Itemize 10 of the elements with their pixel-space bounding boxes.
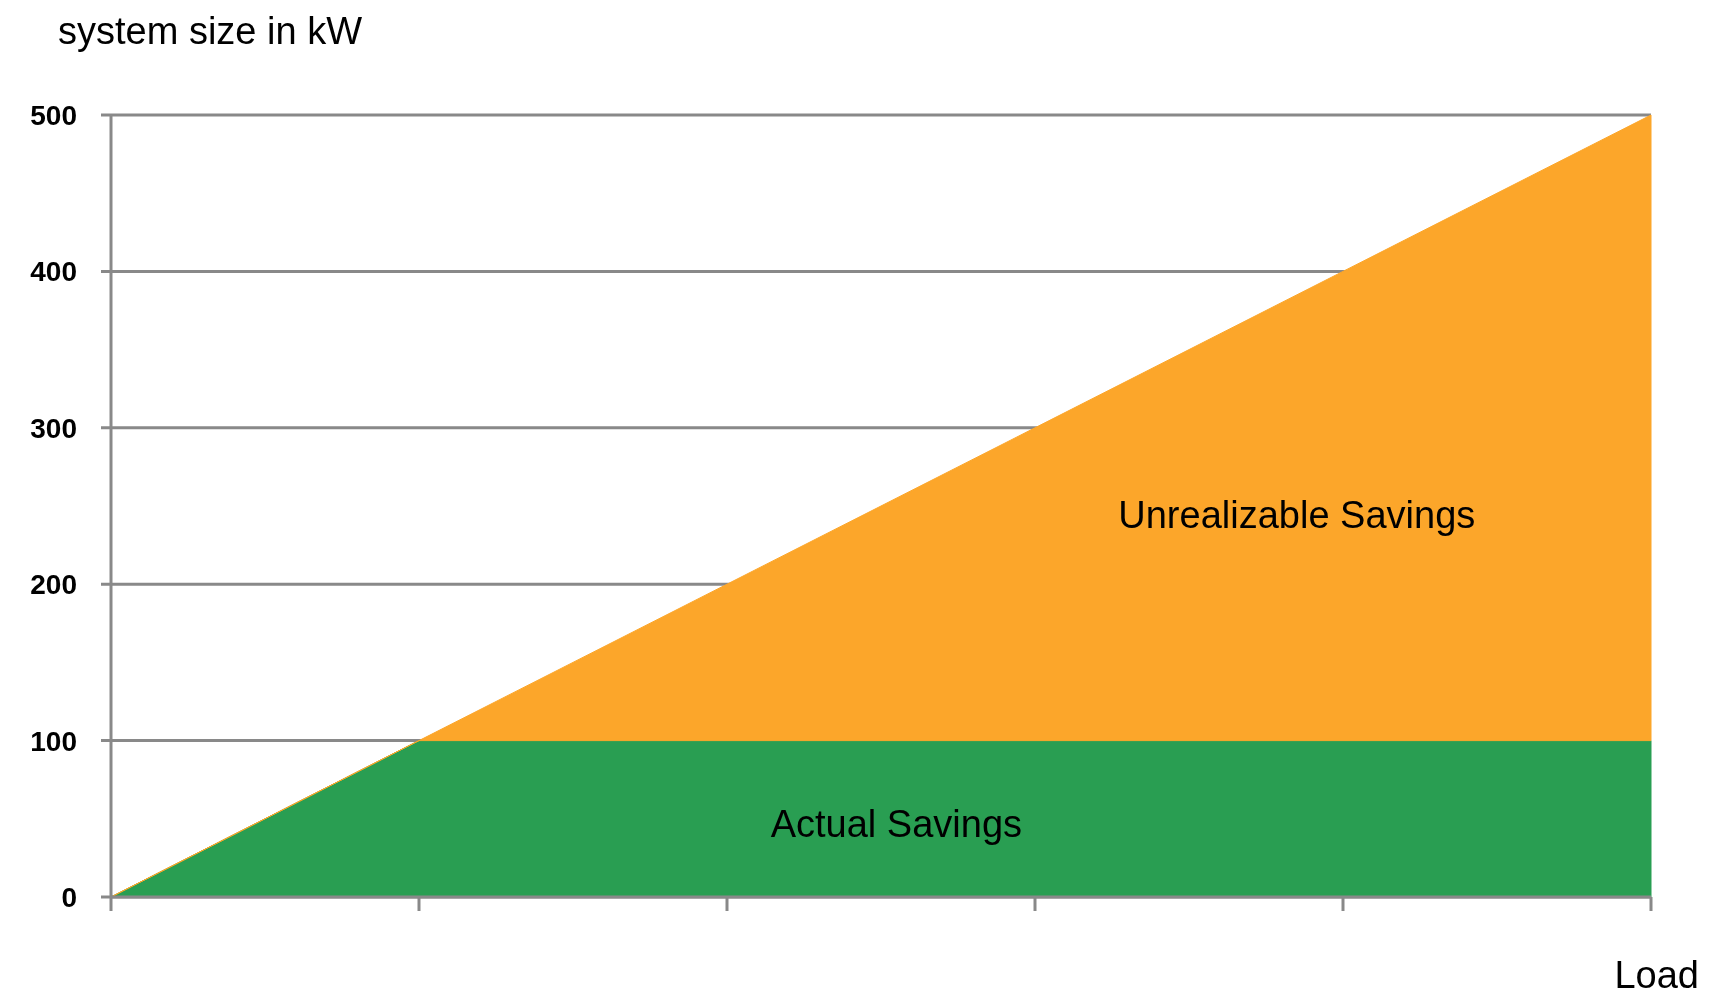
series-label: Actual Savings: [770, 802, 1023, 845]
series-label: Unrealizable Savings: [1118, 493, 1476, 536]
x-axis-title: Load: [1614, 954, 1699, 996]
y-tick-label: 400: [30, 256, 77, 288]
y-tick-label: 500: [30, 100, 77, 131]
y-tick-label: 300: [30, 412, 77, 444]
y-axis-title: system size in kW: [58, 10, 363, 52]
y-tick-label: 200: [30, 569, 77, 601]
y-tick-label: 0: [61, 882, 77, 913]
y-tick-label: 100: [30, 725, 77, 757]
